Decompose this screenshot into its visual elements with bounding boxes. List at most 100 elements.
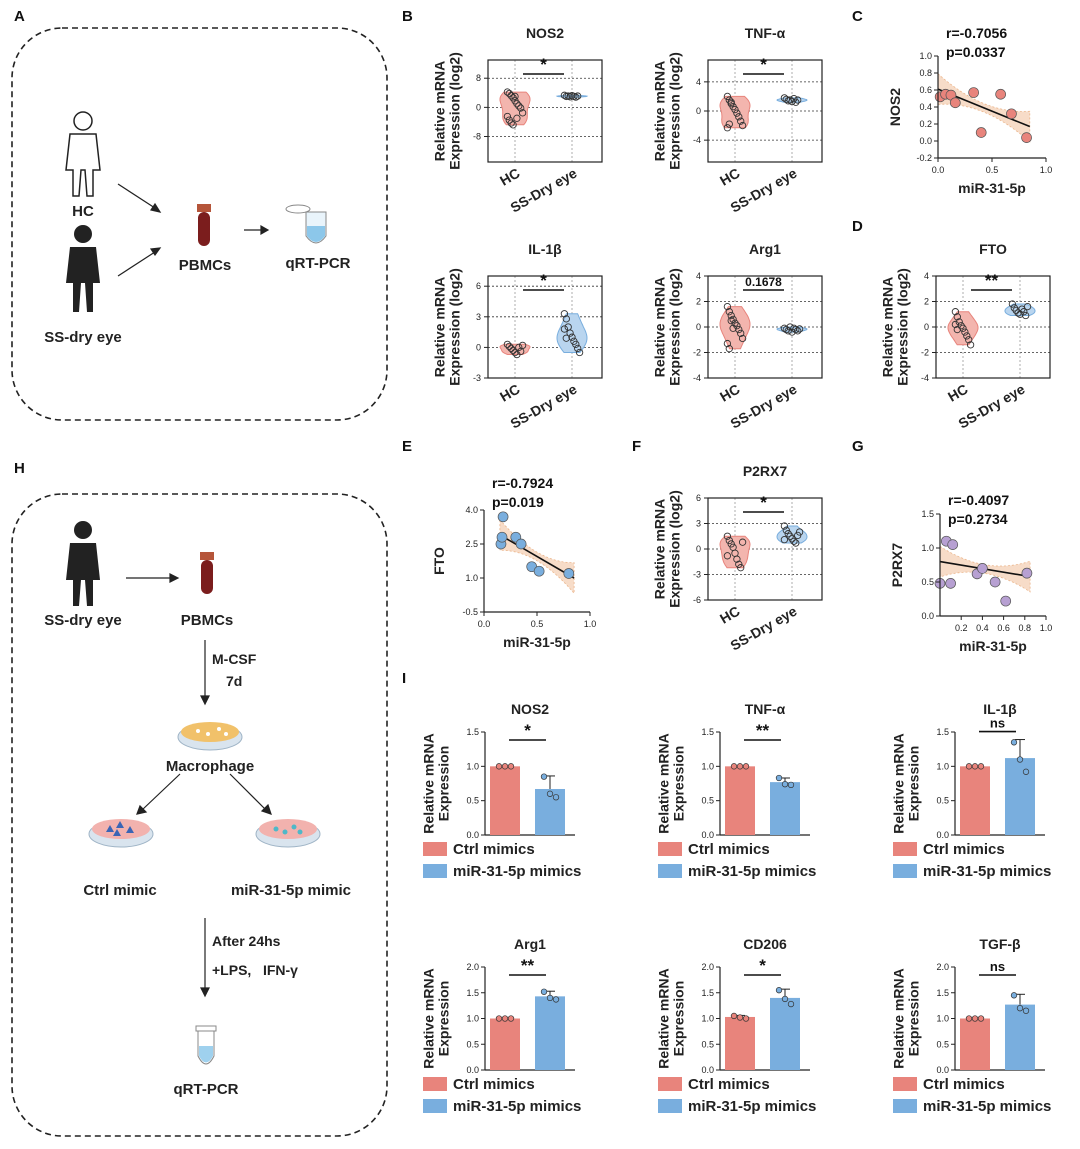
data-point	[574, 344, 582, 353]
y-tick-label: 1.0	[936, 1014, 949, 1024]
y-tick-label: -0.2	[916, 153, 932, 163]
data-point	[574, 92, 582, 100]
x-tick-label: HC	[717, 165, 743, 189]
x-tick-label: HC	[717, 381, 743, 405]
chart-e-scatter: r=-0.7924 p=0.019 4.0 2.5 1.0 -0.50.0 0.5 1.0 mi…	[431, 475, 596, 650]
legend-label: Ctrl mimics	[688, 841, 770, 858]
data-point	[563, 568, 575, 579]
violin-hc	[719, 95, 751, 129]
schematic-h: SS-dry eye PBMCs M-CSF 7d Macrophage Ctr…	[11, 493, 388, 1137]
y-tick-label: 6	[696, 493, 701, 503]
data-point	[794, 96, 802, 104]
data-point	[1021, 567, 1033, 579]
y-axis-label: Relative mRNAExpression (log2)	[879, 268, 910, 385]
schematic-h-pbmcs-label: PBMCs	[181, 612, 234, 629]
data-point	[495, 763, 503, 770]
bar-ctrl	[490, 1018, 520, 1070]
data-point	[788, 328, 796, 336]
schematic-a: HC SS-dry eye PBMCs qRT-PCR	[11, 27, 388, 421]
data-point	[737, 117, 745, 125]
data-point	[1023, 302, 1032, 311]
legend-label: Ctrl mimics	[923, 841, 1005, 858]
data-point	[1010, 739, 1018, 746]
pcr-tube-icon	[195, 1025, 217, 1065]
y-tick-label: 4.0	[465, 505, 478, 515]
y-tick-label: 0.0	[466, 830, 479, 840]
data-point	[725, 96, 733, 104]
data-point	[723, 124, 732, 132]
x-tick-label: 0.6	[997, 623, 1010, 633]
chart-i-nos2: NOS2 Relative mRNAExpression 1.5 1.0 0.5 0.0 *…	[420, 701, 581, 880]
y-tick-label: 0.5	[466, 1039, 479, 1049]
chart-title: NOS2	[511, 701, 549, 717]
data-point	[572, 340, 580, 348]
schematic-a-pbmcs-label: PBMCs	[179, 257, 232, 274]
x-tick-label: 0.4	[976, 623, 989, 633]
bar-mir	[770, 782, 800, 835]
plot-frame	[707, 59, 823, 163]
data-point	[977, 563, 988, 574]
y-tick-label: 4	[924, 271, 929, 281]
x-tick-label: 0.0	[932, 165, 945, 175]
y-axis-label: Relative mRNAExpression (log2)	[431, 52, 462, 169]
data-point	[729, 315, 737, 324]
panel-label-e: E	[402, 438, 413, 455]
r-value: r=-0.7056	[946, 25, 1007, 41]
bar-mir	[535, 996, 565, 1070]
data-point	[737, 329, 745, 338]
data-point	[951, 320, 960, 329]
human-dark-icon	[66, 225, 100, 312]
data-point	[951, 308, 960, 316]
y-tick-label: 0	[696, 322, 701, 332]
p-value: p=0.2734	[948, 511, 1008, 527]
data-point	[727, 311, 735, 320]
data-point	[995, 88, 1006, 100]
y-tick-label: 1.5	[936, 727, 949, 737]
legend-swatch	[423, 1099, 447, 1113]
schematic-a-hc-label: HC	[72, 203, 94, 220]
y-tick-label: 1.0	[921, 543, 934, 553]
data-point	[780, 522, 789, 530]
schematic-a-ss-label: SS-dry eye	[44, 329, 122, 346]
y-tick-label: 1.0	[936, 761, 949, 771]
y-axis-label: Relative mRNAExpression	[420, 968, 451, 1068]
x-axis-label: miR-31-5p	[959, 638, 1027, 654]
chart-title: IL-1β	[528, 241, 562, 257]
y-tick-label: 0.2	[919, 119, 932, 129]
legend-swatch	[423, 864, 447, 878]
y-tick-label: -3	[693, 570, 701, 580]
y-tick-label: 1.5	[921, 509, 934, 519]
data-point	[742, 763, 750, 770]
data-point	[566, 93, 574, 101]
panel-label-a: A	[14, 8, 25, 25]
data-point	[780, 324, 789, 332]
panel-label-d: D	[852, 218, 863, 235]
data-point	[775, 987, 783, 994]
data-point	[496, 531, 508, 543]
schematic-h-mcsf-label: M-CSF	[212, 651, 257, 667]
y-tick-label: 1.0	[466, 1014, 479, 1024]
data-point	[794, 327, 802, 335]
human-outline-icon	[65, 111, 101, 197]
data-point	[738, 121, 747, 130]
legend-label: Ctrl mimics	[453, 1076, 535, 1093]
bar-ctrl	[490, 766, 520, 835]
data-point	[953, 325, 961, 334]
legend-label: Ctrl mimics	[923, 1076, 1005, 1093]
violin-ss	[556, 313, 588, 353]
y-tick-label: 2.0	[701, 962, 714, 972]
data-point	[513, 114, 521, 122]
data-point	[733, 322, 741, 330]
data-point	[507, 763, 515, 770]
x-axis-label: miR-31-5p	[503, 634, 571, 650]
legend-swatch	[658, 864, 682, 878]
y-axis-label: Relative mRNAExpression (log2)	[651, 268, 682, 385]
chart-title: Arg1	[749, 241, 781, 257]
significance-label: **	[521, 956, 535, 975]
schematic-a-frame	[11, 27, 388, 421]
y-axis-label: Relative mRNAExpression	[890, 733, 921, 833]
y-tick-label: 0	[696, 544, 701, 554]
y-tick-label: 0.5	[936, 796, 949, 806]
legend-swatch	[423, 1077, 447, 1091]
data-point	[501, 763, 509, 770]
